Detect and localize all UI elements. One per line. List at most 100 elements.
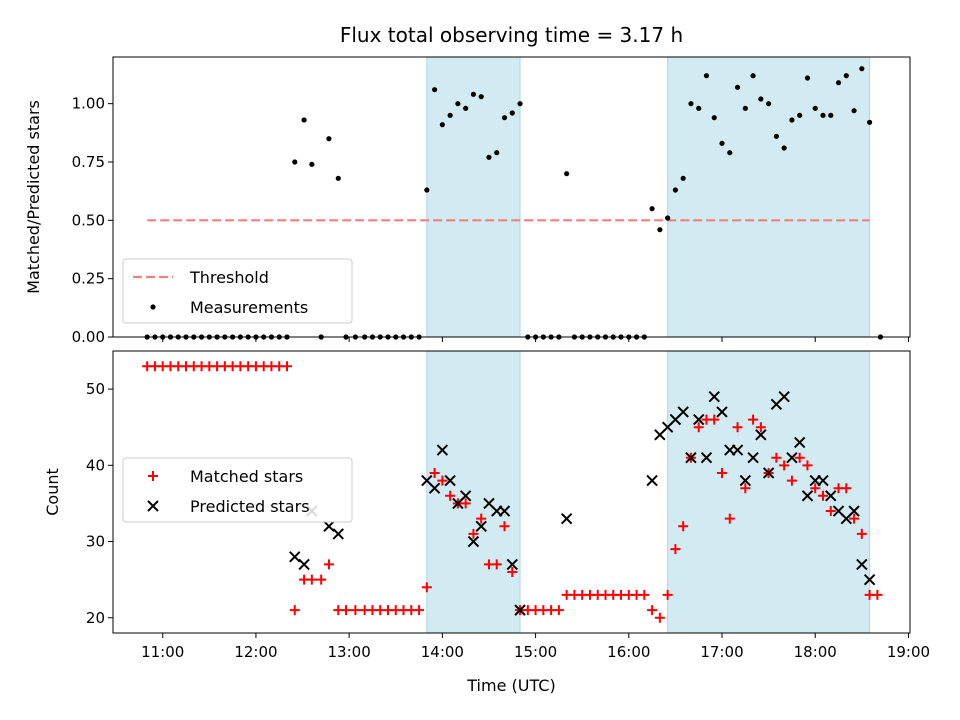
predicted-star-point <box>498 505 511 517</box>
shaded-interval <box>426 350 521 634</box>
y-tick-label: 0.75 <box>72 153 105 171</box>
predicted-star-point <box>793 436 806 449</box>
measurement-point <box>773 133 779 139</box>
measurement-point <box>703 73 710 79</box>
matched-star-point <box>856 528 867 539</box>
predicted-star-point <box>467 535 480 548</box>
predicted-star-point <box>778 391 790 403</box>
legend-swatch-matched <box>148 471 158 481</box>
predicted-star-point <box>677 406 689 418</box>
x-tick-label: 11:00 <box>141 643 184 661</box>
predicted-star-point <box>646 474 658 487</box>
matched-star-point <box>468 528 479 539</box>
legend-label: Predicted stars <box>190 497 310 516</box>
legend: Threshold Measurements <box>122 258 353 324</box>
measurement-point <box>463 105 469 111</box>
measurement-point <box>711 115 717 121</box>
measurement-point <box>672 187 679 193</box>
matched-star-point <box>437 475 448 486</box>
matched-star-point <box>429 467 440 478</box>
predicted-star-point <box>863 573 876 586</box>
measurement-point <box>766 101 772 107</box>
matched-star-point <box>872 589 883 600</box>
measurement-point <box>804 75 811 81</box>
measurement-point <box>859 66 865 72</box>
matched-star-point <box>717 467 728 478</box>
matched-star-point <box>460 498 471 509</box>
matched-star-point <box>678 521 689 532</box>
predicted-star-point <box>755 429 767 441</box>
matched-star-point <box>810 483 821 494</box>
matched-star-point <box>786 475 797 486</box>
measurement-point <box>789 117 795 123</box>
x-tick-label: 19:00 <box>887 643 930 661</box>
measurement-point <box>424 187 430 193</box>
shaded-interval <box>667 56 871 338</box>
predicted-star-point <box>700 451 713 464</box>
predicted-star-point <box>801 490 814 502</box>
legend-swatch-measurements <box>150 304 156 310</box>
matched-star-point <box>724 513 735 524</box>
measurement-point <box>649 206 655 212</box>
matched-star-point <box>849 513 860 524</box>
measurement-point <box>797 112 803 118</box>
y-axis-label: Matched/Predicted stars <box>24 100 43 294</box>
measurement-point <box>455 101 461 107</box>
predicted-star-point <box>762 467 775 479</box>
predicted-star-point <box>560 512 573 525</box>
legend-label: Threshold <box>189 268 269 287</box>
predicted-star-point <box>298 558 310 571</box>
measurement-point <box>326 136 332 142</box>
legend-swatch-predicted <box>147 500 159 512</box>
predicted-star-point <box>332 528 344 540</box>
predicted-star-point <box>817 474 829 487</box>
x-tick-label: 16:00 <box>607 643 650 661</box>
x-tick-label: 18:00 <box>794 643 837 661</box>
matched-star-point <box>421 582 432 593</box>
matched-star-point <box>841 483 852 494</box>
measurement-point <box>494 150 500 156</box>
matched-star-point <box>499 521 510 532</box>
measurement-point <box>517 101 523 107</box>
measurement-point <box>727 150 733 156</box>
measurement-point <box>439 122 445 128</box>
matched-star-point <box>306 574 317 585</box>
x-tick-label: 15:00 <box>514 643 557 661</box>
axes-frame <box>112 56 911 338</box>
predicted-star-point <box>786 451 798 464</box>
measurement-point <box>820 112 826 118</box>
matched-star-point <box>445 490 456 501</box>
measurement-point <box>431 87 438 93</box>
matched-star-point <box>654 612 665 623</box>
y-tick-label: 20 <box>86 609 105 627</box>
measurement-point <box>486 154 492 160</box>
x-tick-label: 12:00 <box>234 643 277 661</box>
measurement-point <box>470 91 477 97</box>
matched-star-point <box>553 605 564 616</box>
matched-star-point <box>289 605 300 616</box>
measurement-point <box>734 84 741 90</box>
matched-star-point <box>825 506 836 517</box>
matched-star-point <box>740 483 751 494</box>
predicted-star-point <box>731 444 744 456</box>
measurement-point <box>478 94 484 100</box>
matched-star-point <box>670 544 681 555</box>
measurement-point <box>301 117 307 123</box>
y-tick-label: 0.25 <box>72 270 105 288</box>
predicted-star-point <box>825 490 837 502</box>
predicted-star-point <box>428 482 441 494</box>
matched-star-point <box>794 452 805 463</box>
matched-star-point <box>647 605 658 616</box>
matched-star-point <box>693 422 704 433</box>
top-panel: 0.00 0.25 0.50 0.75 1.00 Matched/Predicted st… <box>24 23 911 346</box>
predicted-star-point <box>444 474 456 487</box>
measurement-point <box>867 119 873 125</box>
predicted-star-point <box>747 451 759 464</box>
measurement-point <box>696 105 702 111</box>
predicted-star-point <box>856 558 868 571</box>
matched-star-point <box>414 605 425 616</box>
measurement-point <box>680 175 686 181</box>
measurement-point <box>781 145 787 151</box>
axes-frame <box>112 350 911 634</box>
